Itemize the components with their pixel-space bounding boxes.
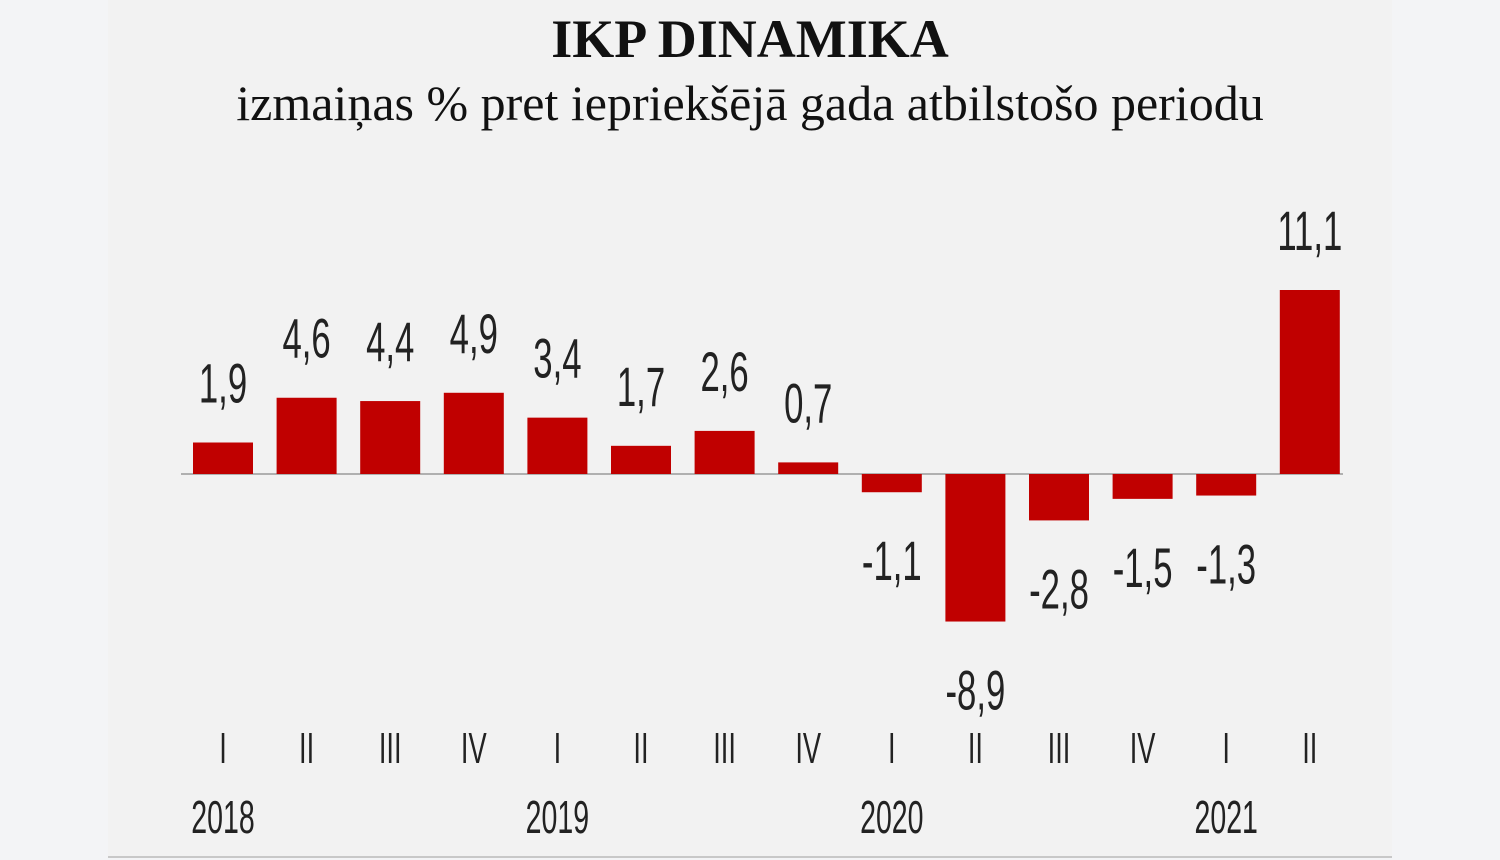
year-label: 2018	[191, 792, 254, 844]
chart-subtitle: izmaiņas % pret iepriekšējā gada atbilst…	[236, 75, 1264, 131]
year-label: 2021	[1194, 792, 1257, 844]
data-label: 3,4	[533, 327, 581, 390]
data-label: -8,9	[945, 659, 1005, 722]
bar	[945, 474, 1006, 622]
bar	[1029, 474, 1089, 521]
quarter-tick-label: III	[1048, 723, 1071, 772]
quarter-tick-label: I	[554, 723, 562, 772]
data-label: -1,3	[1196, 533, 1256, 596]
data-label: 4,6	[282, 307, 330, 370]
data-label: 11,1	[1277, 200, 1342, 263]
bar	[861, 474, 922, 493]
quarter-tick-label: II	[1302, 723, 1317, 772]
data-label: -1,1	[862, 530, 922, 593]
quarter-tick-label: I	[1222, 723, 1230, 772]
quarter-tick-label: II	[633, 723, 648, 772]
bar	[527, 417, 588, 474]
bar	[778, 462, 839, 474]
chart-title: IKP DINAMIKA	[551, 9, 949, 69]
bar	[1196, 474, 1257, 496]
bar	[1112, 474, 1173, 499]
quarter-tick-label: I	[888, 723, 896, 772]
data-label: 2,6	[700, 340, 748, 403]
year-label: 2020	[860, 792, 923, 844]
bar	[276, 397, 337, 474]
quarter-tick-label: III	[713, 723, 736, 772]
quarter-tick-label: IV	[795, 723, 821, 772]
quarter-tick-label: II	[968, 723, 983, 772]
data-label: 4,9	[450, 302, 498, 365]
data-label: 1,9	[199, 352, 247, 415]
data-label: -2,8	[1029, 558, 1089, 621]
quarter-tick-label: IV	[461, 723, 487, 772]
bar	[1279, 290, 1340, 474]
data-label: 1,7	[617, 355, 665, 418]
bar	[694, 430, 755, 474]
year-label: 2019	[526, 792, 589, 844]
quarter-tick-label: IV	[1130, 723, 1156, 772]
bar	[443, 392, 504, 474]
quarter-tick-label: I	[219, 723, 227, 772]
bar	[611, 445, 671, 474]
data-label: -1,5	[1113, 536, 1173, 599]
data-label: 0,7	[784, 372, 832, 435]
quarter-tick-label: II	[299, 723, 314, 772]
bar	[193, 442, 253, 474]
bar	[360, 401, 421, 474]
quarter-tick-label: III	[379, 723, 402, 772]
data-label: 4,4	[366, 311, 414, 374]
